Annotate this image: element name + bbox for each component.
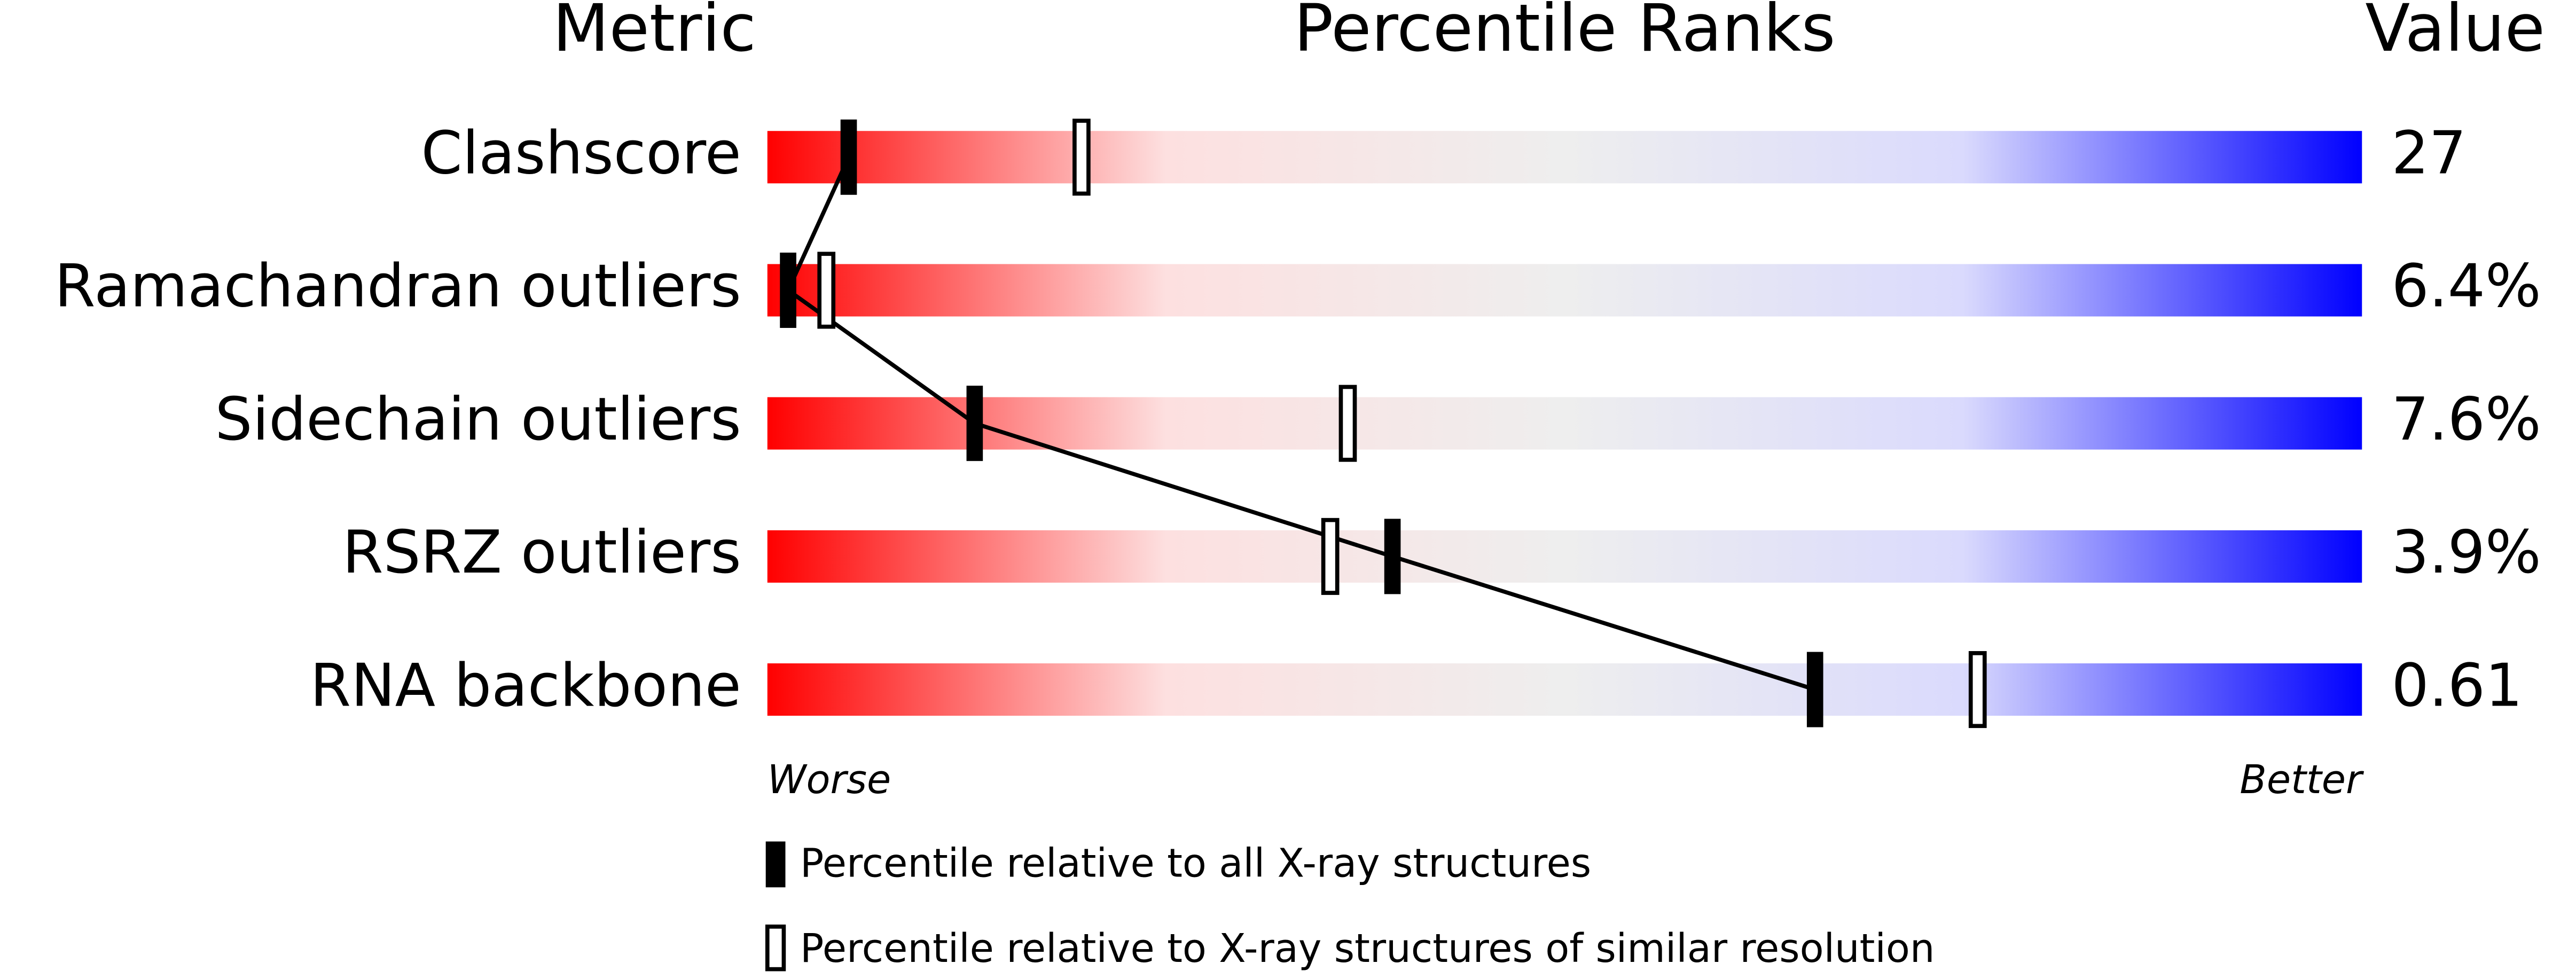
value-label: 6.4%: [2391, 253, 2541, 321]
marker-all: [1806, 652, 1823, 727]
percentile-bar: [767, 264, 2362, 317]
metric-label: Sidechain outliers: [215, 386, 741, 454]
worse-label: Worse: [768, 757, 891, 803]
value-label: 27: [2391, 120, 2466, 188]
value-label: 0.61: [2391, 652, 2523, 720]
header-metric: Metric: [553, 0, 756, 66]
percentile-bar: [767, 663, 2362, 716]
value-label: 7.6%: [2391, 386, 2541, 454]
metric-label: Ramachandran outliers: [54, 253, 741, 321]
legend-label: Percentile relative to X-ray structures …: [800, 926, 1935, 972]
percentile-bar: [767, 397, 2362, 450]
metric-label: RSRZ outliers: [342, 519, 741, 587]
value-label: 3.9%: [2391, 519, 2541, 587]
percentile-bar: [767, 530, 2362, 583]
marker-similar: [817, 252, 836, 329]
legend-icon: [765, 841, 786, 888]
marker-all: [840, 119, 857, 195]
better-label: Better: [2240, 757, 2364, 803]
legend-label: Percentile relative to all X-ray structu…: [800, 841, 1591, 887]
percentile-bar: [767, 131, 2362, 184]
marker-similar: [1072, 119, 1091, 196]
header-percentile: Percentile Ranks: [1294, 0, 1836, 66]
metric-label: Clashscore: [421, 120, 741, 188]
marker-all: [966, 386, 983, 461]
marker-similar: [1968, 651, 1987, 729]
marker-similar: [1321, 518, 1340, 595]
marker-all: [780, 252, 796, 328]
marker-all: [1384, 519, 1401, 594]
metric-label: RNA backbone: [310, 652, 741, 720]
header-value: Value: [2365, 0, 2545, 66]
marker-similar: [1338, 385, 1357, 462]
legend-icon: [765, 925, 786, 972]
